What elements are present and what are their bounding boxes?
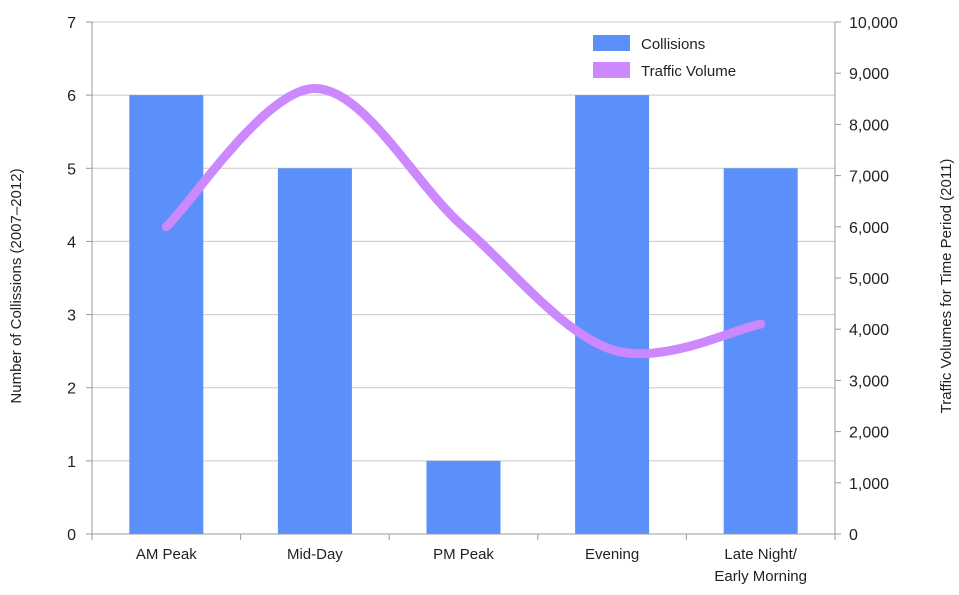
y-tick-label-right: 8,000 bbox=[849, 117, 889, 134]
right-axis-ticks: 0 1,000 2,000 3,000 4,000 5,000 6,000 7,000 8,00… bbox=[835, 15, 898, 544]
y-tick-label-right: 9,000 bbox=[849, 66, 889, 83]
y-tick-label-left: 1 bbox=[67, 454, 76, 471]
y-tick-label-right: 1,000 bbox=[849, 476, 889, 493]
y-tick-label-left: 7 bbox=[67, 15, 76, 32]
y-tick-label-right: 3,000 bbox=[849, 373, 889, 390]
bar bbox=[426, 460, 501, 534]
grid-lines bbox=[92, 21, 835, 462]
legend-swatch-collisions bbox=[593, 35, 630, 51]
y-tick-label-right: 5,000 bbox=[849, 271, 889, 288]
y-tick-label-left: 2 bbox=[67, 381, 76, 398]
x-tick-label: Mid-Day bbox=[287, 546, 343, 563]
bar-series bbox=[129, 95, 798, 535]
legend: Collisions Traffic Volume bbox=[593, 35, 736, 80]
x-tick-label: PM Peak bbox=[433, 546, 494, 563]
y-tick-label-right: 0 bbox=[849, 527, 858, 544]
y-tick-label-right: 6,000 bbox=[849, 220, 889, 237]
legend-label-traffic-volume: Traffic Volume bbox=[641, 63, 736, 80]
y-tick-label-left: 6 bbox=[67, 88, 76, 105]
bar bbox=[575, 95, 650, 535]
x-tick-label: Late Night/Early Morning bbox=[714, 546, 807, 585]
y-tick-label-left: 5 bbox=[67, 161, 76, 178]
x-tick-label: Evening bbox=[585, 546, 639, 563]
y-tick-label-right: 2,000 bbox=[849, 425, 889, 442]
legend-label-collisions: Collisions bbox=[641, 36, 705, 53]
y-tick-label-right: 4,000 bbox=[849, 322, 889, 339]
y-axis-title-left: Number of Collissions (2007–2012) bbox=[8, 168, 25, 403]
left-axis-ticks: 0 1 2 3 4 5 6 7 bbox=[67, 15, 92, 544]
y-axis-title-right: Traffic Volumes for Time Period (2011) bbox=[938, 159, 955, 414]
x-axis-categories: AM Peak Mid-Day PM Peak Evening Late Night/E… bbox=[136, 546, 807, 585]
line-series bbox=[161, 84, 766, 359]
y-tick-label-left: 0 bbox=[67, 527, 76, 544]
y-tick-label-right: 10,000 bbox=[849, 15, 898, 32]
x-tick-label: AM Peak bbox=[136, 546, 197, 563]
legend-swatch-traffic-volume bbox=[593, 62, 630, 78]
bar bbox=[277, 168, 352, 535]
bar bbox=[723, 168, 798, 535]
y-tick-label-left: 4 bbox=[67, 234, 76, 251]
y-tick-label-right: 7,000 bbox=[849, 169, 889, 186]
bar bbox=[129, 95, 204, 535]
traffic-volume-line bbox=[161, 84, 766, 359]
y-tick-label-left: 3 bbox=[67, 308, 76, 325]
